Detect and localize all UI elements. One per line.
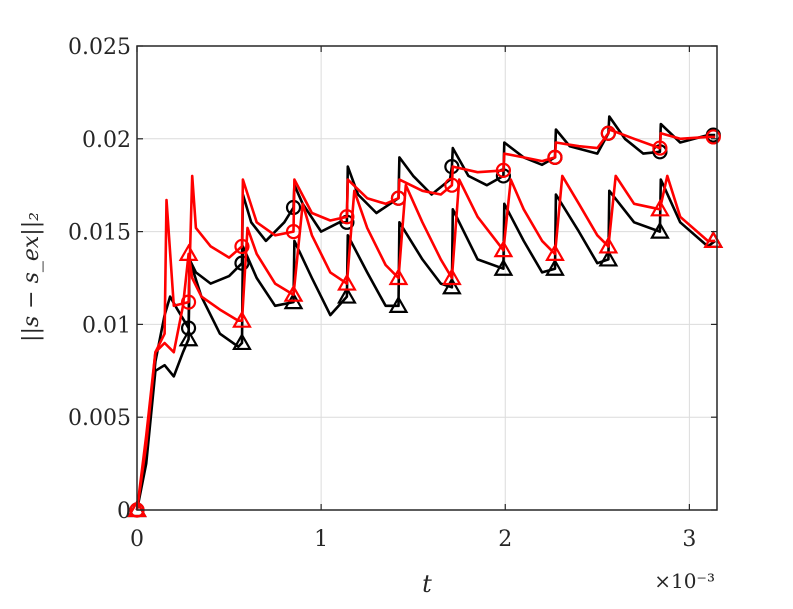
- circle-marker: [495, 162, 512, 178]
- triangle-marker: [598, 249, 619, 267]
- y-tick-label: 0: [117, 499, 131, 524]
- triangle-marker: [493, 239, 514, 258]
- circle-marker: [705, 129, 721, 145]
- circle-marker: [600, 125, 616, 141]
- circle-marker: [180, 294, 197, 310]
- circle-marker: [547, 149, 563, 165]
- y-tick-label: 0.005: [68, 406, 131, 431]
- plot-frame: [136, 45, 718, 511]
- triangle-marker: [545, 258, 565, 276]
- y-tick-label: 0.015: [68, 221, 131, 246]
- triangle-marker: [441, 267, 462, 286]
- triangle-marker: [388, 267, 409, 286]
- triangle-marker: [388, 295, 409, 313]
- x-tick-label: 3: [682, 527, 696, 552]
- x-tick-label: 0: [130, 527, 144, 552]
- triangle-marker: [178, 329, 199, 347]
- triangle-marker: [283, 284, 304, 302]
- y-tick-label: 0.02: [82, 128, 131, 153]
- triangle-marker: [493, 258, 514, 276]
- y-axis-label: ||s − s_ex||₂: [19, 212, 44, 342]
- y-tick-label: 0.025: [68, 35, 131, 60]
- triangle-marker: [441, 277, 462, 295]
- y-tick-label: 0.01: [82, 313, 131, 338]
- triangle-marker: [545, 243, 565, 261]
- x-tick-label: 1: [314, 527, 328, 552]
- triangle-marker: [178, 243, 199, 261]
- triangle-marker: [598, 236, 619, 254]
- series-layer: [127, 115, 724, 518]
- triangle-marker: [337, 286, 357, 304]
- circle-marker: [234, 238, 250, 255]
- x-axis-exponent-label: ×10⁻³: [654, 569, 715, 593]
- x-tick-label: 2: [498, 527, 512, 552]
- triangle-marker: [232, 332, 252, 351]
- triangle-marker: [650, 199, 670, 217]
- circle-marker: [652, 140, 668, 156]
- x-axis-label: t: [422, 570, 432, 598]
- series-line-4: [135, 174, 716, 511]
- triangle-marker: [650, 221, 670, 239]
- triangle-marker: [337, 273, 357, 291]
- series-group-2: [127, 178, 724, 518]
- triangle-marker: [232, 310, 252, 328]
- triangle-marker: [127, 499, 147, 518]
- series-group-4: [127, 174, 724, 518]
- axis-ticks: 0 1 2 3 0 0.005 0.01 0.015 0.02 0.025: [68, 35, 717, 552]
